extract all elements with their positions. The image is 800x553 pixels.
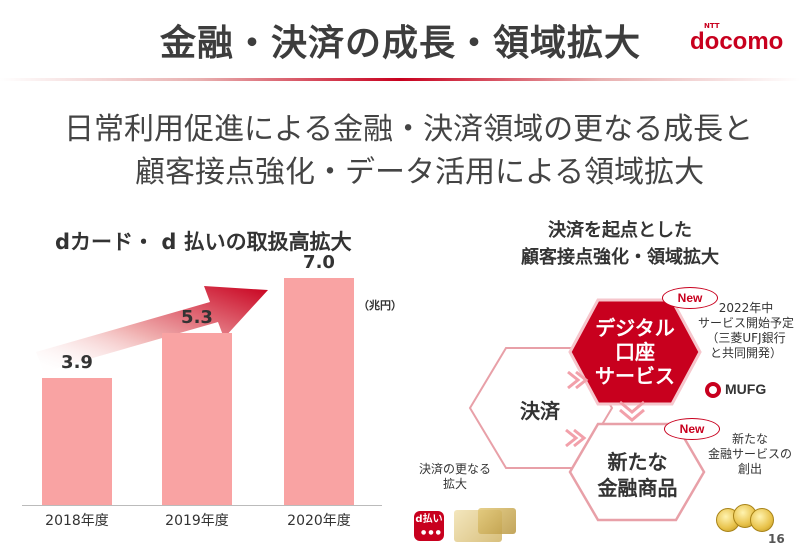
flow-chevron-1 xyxy=(567,370,589,390)
mufg-text: MUFG xyxy=(725,381,767,397)
bar-2018年度 xyxy=(42,378,112,505)
hex-digital-line3: サービス xyxy=(595,364,675,388)
x-tick-label: 2018年度 xyxy=(45,513,109,529)
x-tick-label: 2020年度 xyxy=(287,513,351,529)
page-number: 16 xyxy=(768,532,785,546)
x-axis-line xyxy=(22,505,382,506)
hex-finance-line2: 金融商品 xyxy=(597,476,678,500)
hex-finance-label: 新たな 金融商品 xyxy=(575,449,700,501)
header: 金融・決済の成長・領域拡大 NTT docomo xyxy=(0,0,800,80)
logo-docomo: docomo xyxy=(690,28,784,55)
dpay-dots-icon: ● ● ● xyxy=(421,529,441,536)
hex-digital-shape xyxy=(568,298,702,406)
note-new-services: 新たな 金融サービスの 創出 xyxy=(700,432,800,477)
subtitle-line2: 顧客接点強化・データ活用による領域拡大 xyxy=(135,155,705,190)
bar-2019年度 xyxy=(162,332,232,505)
note-2022-line1: 2022年中 xyxy=(718,301,774,315)
dpay-label: d払い xyxy=(415,514,443,525)
note-new-line3: 創出 xyxy=(737,462,762,476)
note-growth: 決済の更なる 拡大 xyxy=(400,462,510,492)
hex-finance-line1: 新たな xyxy=(607,450,668,474)
flow-chevron-3 xyxy=(565,428,587,448)
flow-chevron-2 xyxy=(619,400,645,422)
credit-card-gold-icon xyxy=(478,508,516,534)
mufg-mark-icon xyxy=(705,382,721,398)
note-new-line2: 金融サービスの xyxy=(707,447,792,461)
right-title-line2: 顧客接点強化・領域拡大 xyxy=(521,247,719,268)
note-2022-line4: と共同開発） xyxy=(709,346,782,360)
bar-value-label: 3.9 xyxy=(61,352,93,374)
page-title: 金融・決済の成長・領域拡大 xyxy=(160,23,642,64)
hex-digital-line2: 口座 xyxy=(615,340,655,364)
new-badge-digital: New xyxy=(662,287,718,309)
docomo-logo: NTT docomo xyxy=(684,22,794,58)
bar-2020年度 xyxy=(284,277,354,505)
right-title-line1: 決済を起点とした xyxy=(548,220,692,241)
hex-finance-shape xyxy=(568,422,706,522)
note-growth-line1: 決済の更なる xyxy=(418,462,491,476)
bar-value-label: 7.0 xyxy=(303,251,335,273)
d-payment-app-icon: d払い ● ● ● xyxy=(414,511,444,541)
note-2022-line3: （三菱UFJ銀行 xyxy=(706,331,786,345)
header-divider xyxy=(0,78,800,81)
hex-digital-line1: デジタル xyxy=(595,316,675,340)
chart-unit-label: （兆円） xyxy=(358,299,402,312)
chart-title: dカード・ d 払いの取扱高拡大 xyxy=(55,230,352,254)
x-tick-label: 2019年度 xyxy=(165,513,229,529)
note-growth-line2: 拡大 xyxy=(442,477,467,491)
note-2022: 2022年中 サービス開始予定 （三菱UFJ銀行 と共同開発） xyxy=(692,301,800,361)
logo-ntt: NTT xyxy=(704,22,720,30)
note-new-line1: 新たな xyxy=(731,432,768,446)
hex-digital-label: デジタル 口座 サービス xyxy=(575,316,695,388)
note-2022-line2: サービス開始予定 xyxy=(697,316,794,330)
bar-value-label: 5.3 xyxy=(181,306,213,328)
growth-arrow xyxy=(36,286,268,372)
subtitle-line1: 日常利用促進による金融・決済領域の更なる成長と xyxy=(64,112,754,147)
gold-coin-icon xyxy=(750,508,774,532)
new-badge-finance: New xyxy=(664,418,720,440)
mufg-logo-icon: MUFG xyxy=(705,381,777,399)
hex-payment-label: 決済 xyxy=(520,399,560,423)
